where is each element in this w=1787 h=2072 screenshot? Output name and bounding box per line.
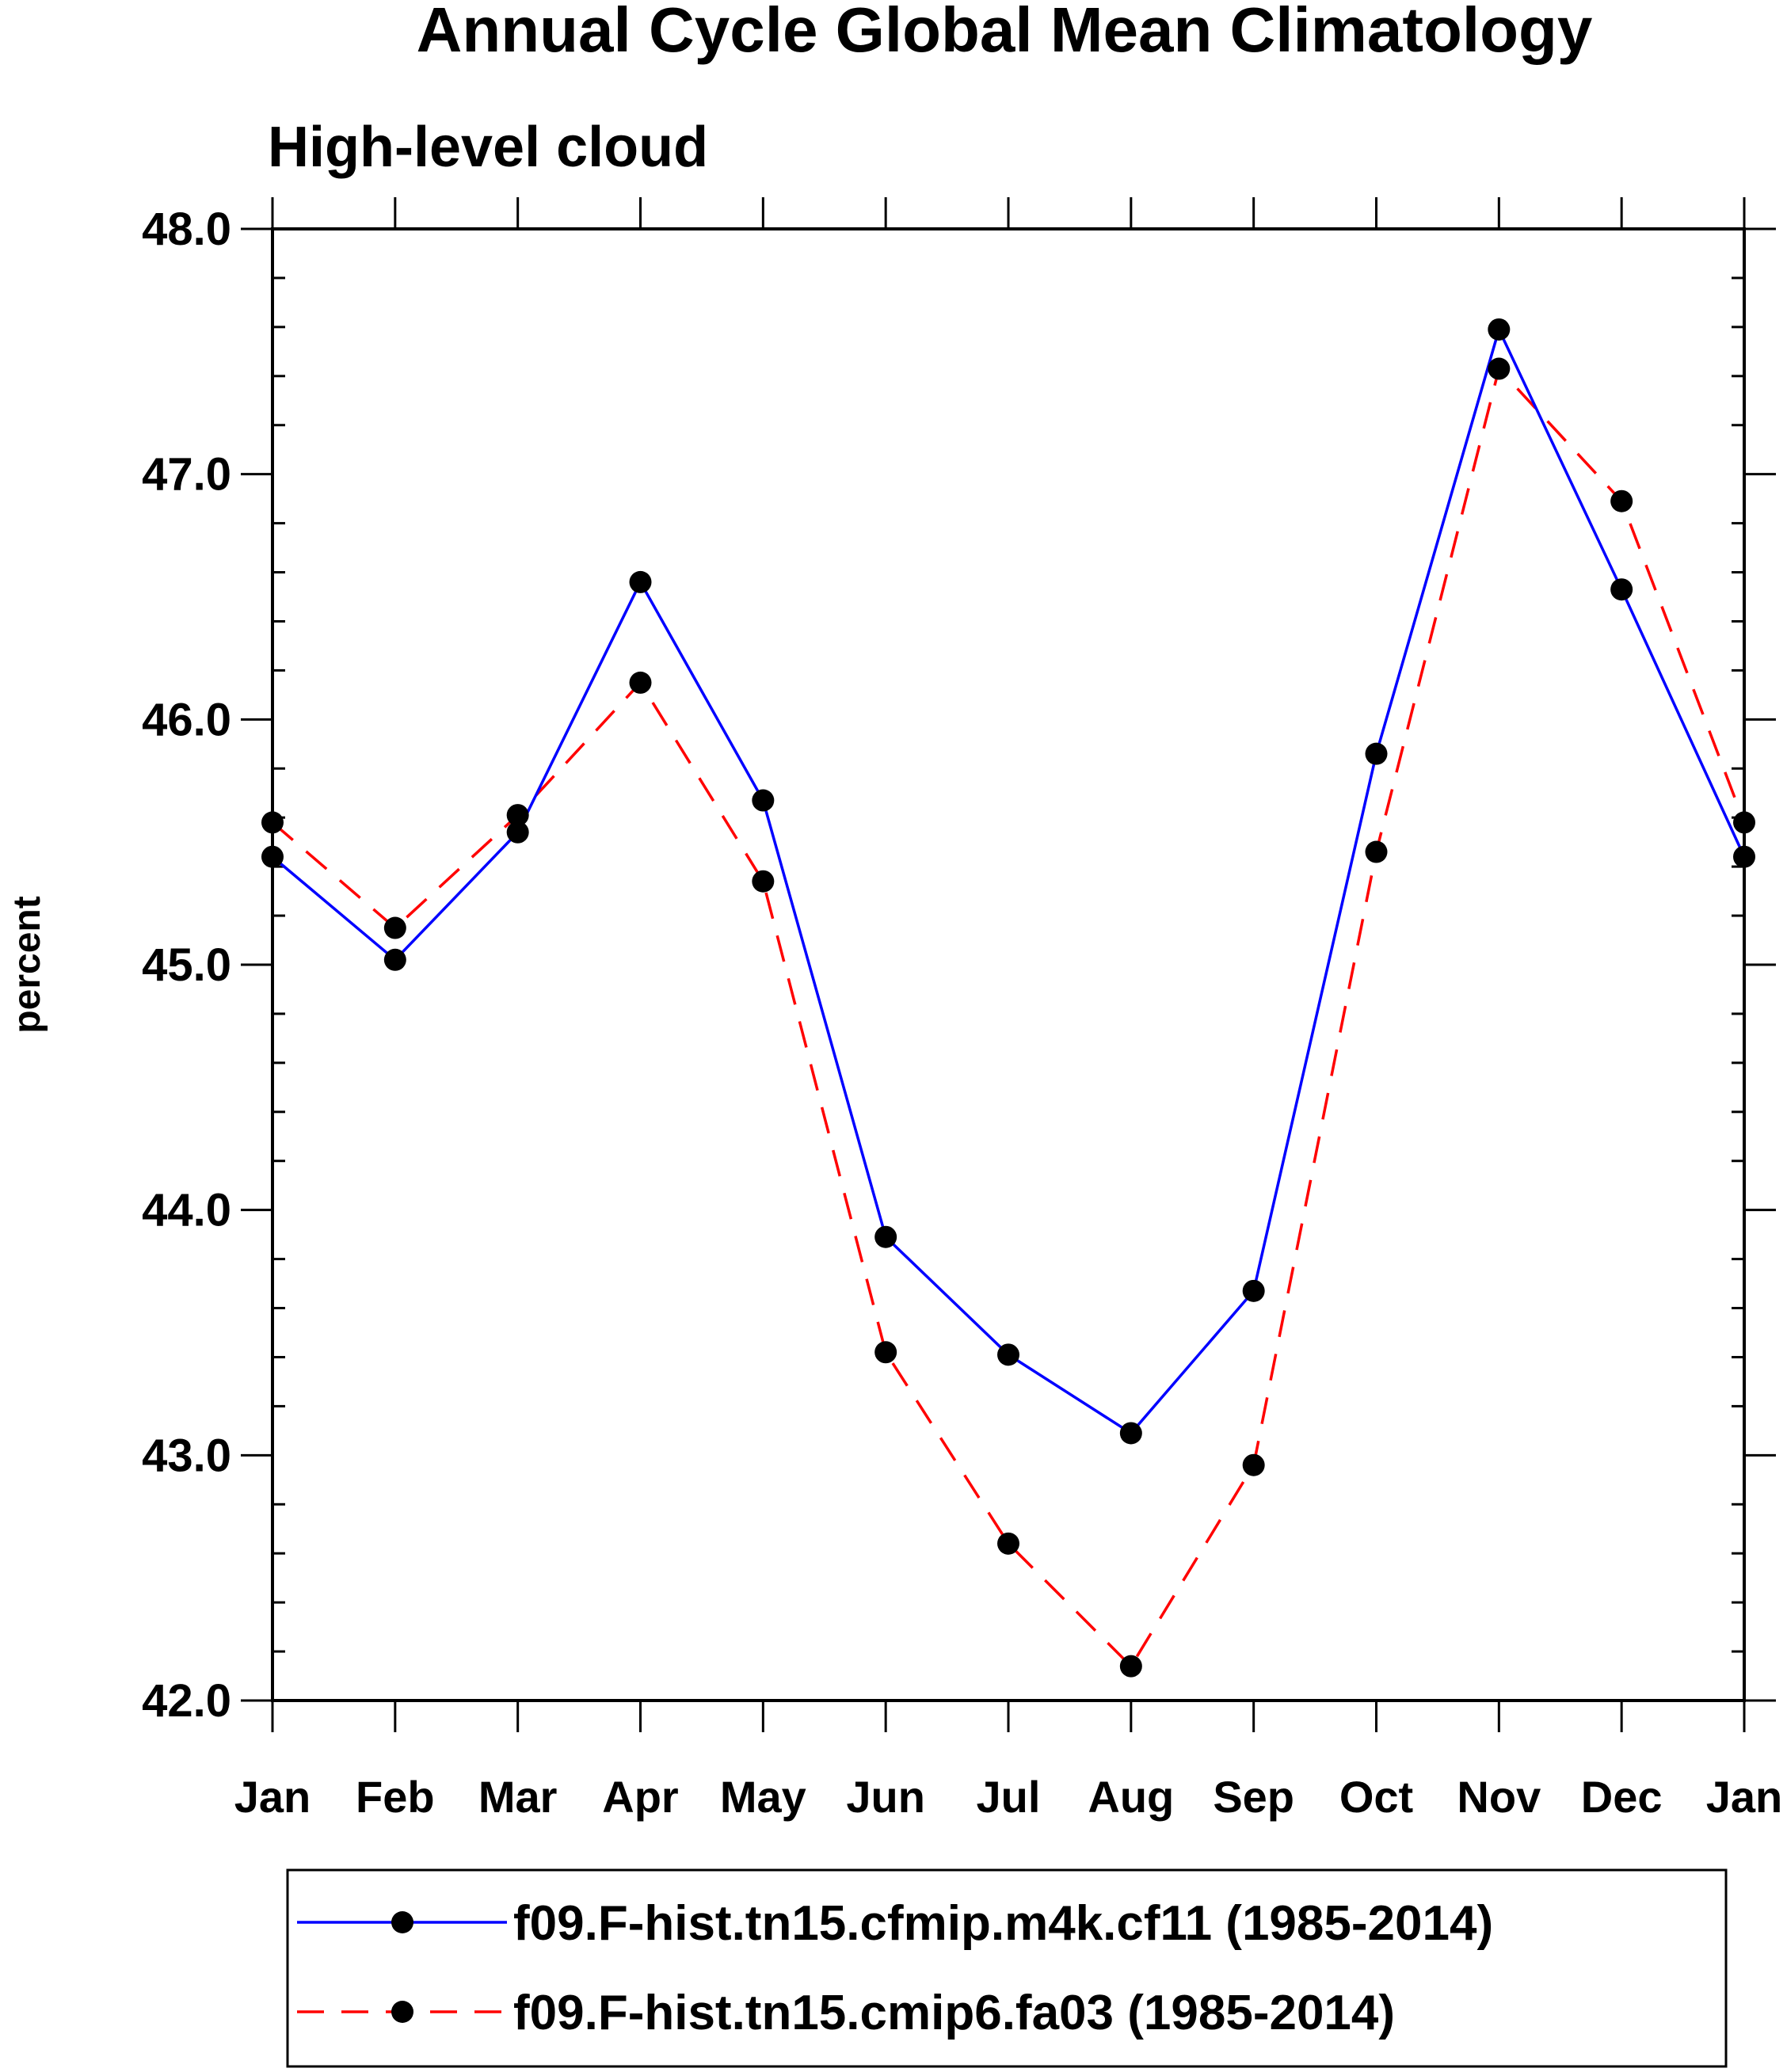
data-point (629, 570, 652, 593)
chart-title: Annual Cycle Global Mean Climatology (417, 0, 1593, 65)
y-tick-label: 48.0 (142, 204, 231, 255)
data-point (1242, 1279, 1265, 1302)
y-tick-label: 45.0 (142, 939, 231, 991)
legend: f09.F-hist.tn15.cfmip.m4k.cf11 (1985-201… (286, 1868, 1728, 2068)
x-tick-label: Apr (602, 1772, 678, 1822)
series-markers (261, 318, 1755, 1678)
legend-label: f09.F-hist.tn15.cfmip.m4k.cf11 (1985-201… (513, 1896, 1493, 1951)
data-point (629, 671, 652, 694)
data-point (1488, 318, 1511, 341)
data-point (506, 821, 529, 844)
x-tick-label: May (720, 1772, 806, 1822)
data-point (383, 948, 406, 971)
x-tick-label: Oct (1339, 1772, 1413, 1822)
x-tick-label: Jan (1706, 1772, 1783, 1822)
data-point (752, 870, 775, 893)
x-tick-label: Mar (478, 1772, 558, 1822)
data-point (1242, 1453, 1265, 1476)
plot-frame (271, 227, 1746, 1702)
data-point (1119, 1655, 1142, 1678)
legend-marker (391, 1911, 413, 1933)
y-tick-label: 42.0 (142, 1675, 231, 1727)
minor-ticks (272, 276, 1744, 1653)
y-tick-label: 44.0 (142, 1185, 231, 1236)
legend-label: f09.F-hist.tn15.cmip6.fa03 (1985-2014) (513, 1986, 1395, 2040)
y-tick-label: 43.0 (142, 1430, 231, 1481)
y-tick-label: 46.0 (142, 694, 231, 745)
data-point (1488, 357, 1511, 380)
data-point (1119, 1422, 1142, 1445)
chart-subtitle: High-level cloud (268, 116, 708, 179)
data-point (752, 789, 775, 812)
series-lines (271, 328, 1746, 1668)
series-line (271, 367, 1746, 1668)
data-point (1365, 742, 1388, 765)
x-tick-labels: Jan Feb Mar Apr May Jun Jul Aug Sep Oct Nov Dec Jan (234, 1772, 1783, 1822)
series-line (271, 328, 1746, 1435)
y-tick-labels: 42.0 43.0 44.0 45.0 46.0 47.0 48.0 (142, 204, 231, 1727)
x-tick-label: Sep (1213, 1772, 1294, 1822)
legend-marker (391, 2001, 413, 2023)
data-point (874, 1341, 897, 1364)
data-point (997, 1343, 1019, 1366)
x-tick-label: Aug (1088, 1772, 1174, 1822)
x-tick-label: Nov (1457, 1772, 1541, 1822)
data-point (383, 916, 406, 939)
legend-box (286, 1868, 1728, 2068)
data-point (1610, 578, 1633, 601)
x-tick-label: Jan (234, 1772, 311, 1822)
y-tick-label: 47.0 (142, 449, 231, 501)
data-point (874, 1225, 897, 1248)
x-tick-label: Jul (977, 1772, 1041, 1822)
data-point (997, 1532, 1019, 1555)
data-point (1365, 840, 1388, 863)
data-point (1610, 489, 1633, 512)
x-tick-label: Feb (356, 1772, 435, 1822)
y-axis-label: percent (6, 896, 48, 1033)
x-tick-label: Dec (1581, 1772, 1663, 1822)
x-tick-label: Jun (846, 1772, 925, 1822)
major-ticks (241, 197, 1776, 1732)
data-point (506, 804, 529, 827)
